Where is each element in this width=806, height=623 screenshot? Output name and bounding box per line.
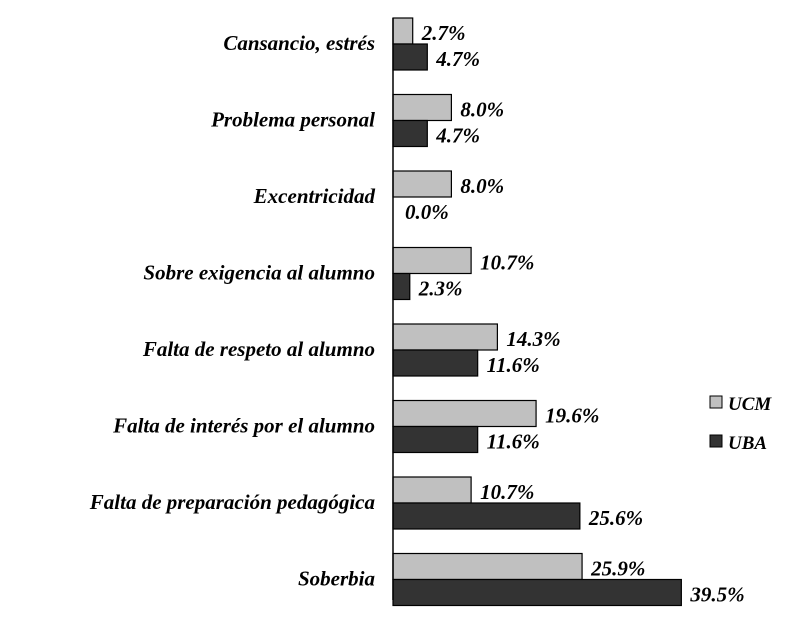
- bar-uba-cansancio-estres: [392, 43, 428, 71]
- legend-swatch-uba: [709, 434, 723, 448]
- category-label-cansancio-estres: Cansancio, estrés: [223, 31, 375, 55]
- category-label-soberbia: Soberbia: [298, 567, 375, 591]
- bar-ucm-soberbia: [392, 552, 583, 581]
- bar-ucm-falta-de-interes-por-el-alumno: [392, 399, 537, 428]
- value-label-ucm-sobre-exigencia-al-alumno: 10.7%: [480, 251, 534, 275]
- bar-uba-soberbia: [392, 578, 682, 607]
- value-label-uba-sobre-exigencia-al-alumno: 2.3%: [418, 277, 463, 301]
- legend-label-ucm: UCM: [728, 394, 772, 415]
- category-label-falta-de-preparacion-pedagogica: Falta de preparación pedagógica: [89, 490, 375, 514]
- value-label-uba-falta-de-respeto-al-alumno: 11.6%: [487, 353, 540, 377]
- legend-swatch-ucm: [709, 395, 723, 409]
- value-label-uba-soberbia: 39.5%: [689, 583, 744, 607]
- value-label-uba-excentricidad: 0.0%: [405, 200, 449, 224]
- bar-ucm-problema-personal: [392, 93, 453, 122]
- value-label-ucm-falta-de-preparacion-pedagogica: 10.7%: [480, 480, 534, 504]
- bars-group: [392, 17, 682, 607]
- bar-ucm-sobre-exigencia-al-alumno: [392, 246, 472, 275]
- value-label-ucm-falta-de-respeto-al-alumno: 14.3%: [506, 327, 560, 351]
- value-label-uba-falta-de-interes-por-el-alumno: 11.6%: [487, 430, 540, 454]
- bar-uba-sobre-exigencia-al-alumno: [392, 272, 411, 301]
- bar-uba-falta-de-respeto-al-alumno: [392, 349, 479, 377]
- bar-ucm-excentricidad: [392, 170, 453, 198]
- value-label-ucm-soberbia: 25.9%: [590, 557, 645, 581]
- category-label-falta-de-interes-por-el-alumno: Falta de interés por el alumno: [112, 414, 375, 438]
- category-label-problema-personal: Problema personal: [210, 108, 375, 132]
- category-labels: Cansancio, estrés Problema personal Excent…: [89, 31, 376, 591]
- bar-uba-problema-personal: [392, 119, 428, 148]
- bar-uba-falta-de-preparacion-pedagogica: [392, 502, 581, 530]
- value-labels: 2.7%4.7%8.0%4.7%8.0%0.0%10.7%2.3%14.3%11…: [405, 21, 745, 607]
- value-label-uba-cansancio-estres: 4.7%: [435, 47, 480, 71]
- legend-label-uba: UBA: [728, 433, 767, 454]
- bar-ucm-falta-de-preparacion-pedagogica: [392, 476, 472, 504]
- value-label-ucm-falta-de-interes-por-el-alumno: 19.6%: [545, 404, 599, 428]
- value-label-uba-problema-personal: 4.7%: [435, 124, 480, 148]
- value-label-ucm-problema-personal: 8.0%: [460, 98, 504, 122]
- category-label-falta-de-respeto-al-alumno: Falta de respeto al alumno: [142, 337, 375, 361]
- value-label-uba-falta-de-preparacion-pedagogica: 25.6%: [588, 506, 643, 530]
- category-label-sobre-exigencia-al-alumno: Sobre exigencia al alumno: [143, 261, 375, 285]
- category-label-excentricidad: Excentricidad: [253, 184, 376, 208]
- bar-ucm-falta-de-respeto-al-alumno: [392, 323, 498, 351]
- value-label-ucm-excentricidad: 8.0%: [460, 174, 504, 198]
- legend: UCM UBA: [709, 394, 772, 454]
- bar-uba-falta-de-interes-por-el-alumno: [392, 425, 479, 454]
- value-label-ucm-cansancio-estres: 2.7%: [421, 21, 466, 45]
- bar-ucm-cansancio-estres: [392, 17, 414, 45]
